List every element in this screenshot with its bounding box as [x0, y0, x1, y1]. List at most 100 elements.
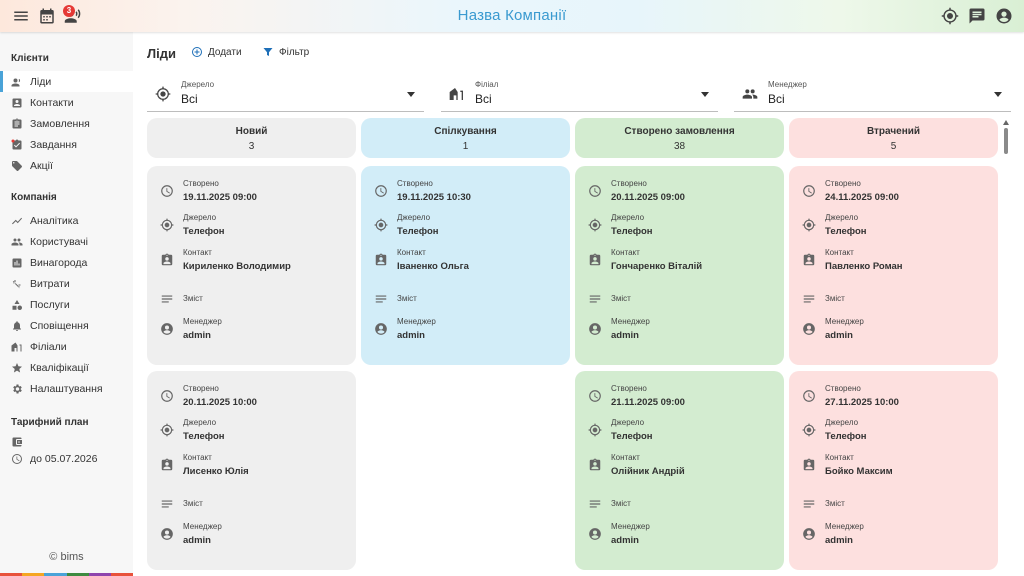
column-count: 5	[890, 141, 897, 152]
field-value: Телефон	[825, 431, 867, 442]
field-value: Телефон	[611, 226, 653, 237]
field-label: Джерело	[183, 213, 217, 222]
filter-button[interactable]: Фільтр	[262, 46, 309, 58]
filter-icon	[262, 46, 274, 58]
account-icon	[160, 527, 174, 541]
card-field-contact: Контакт Гончаренко Віталій	[588, 248, 778, 278]
field-label: Створено	[825, 179, 861, 188]
sidebar-item-contacts[interactable]: Контакти	[0, 92, 133, 113]
branches-icon	[11, 341, 23, 353]
filter-value: Всі	[181, 92, 198, 106]
column-name: Спілкування	[434, 126, 497, 137]
card-field-source: Джерело Телефон	[588, 418, 778, 448]
sidebar-item-users[interactable]: Користувачі	[0, 231, 133, 252]
field-label: Зміст	[825, 294, 845, 303]
field-label: Джерело	[397, 213, 431, 222]
field-label: Менеджер	[825, 522, 864, 531]
sidebar-item-orders[interactable]: Замовлення	[0, 113, 133, 134]
notes-lines-icon	[160, 292, 174, 306]
column-header: Створено замовлення 38	[575, 118, 784, 158]
analytics-icon	[11, 215, 23, 227]
card-field-source: Джерело Телефон	[588, 213, 778, 243]
field-value: admin	[611, 535, 639, 546]
target-icon	[802, 423, 816, 437]
field-value: Олійник Андрій	[611, 466, 685, 477]
sidebar-item-expenses[interactable]: Витрати	[0, 273, 133, 294]
lead-card[interactable]: Створено 19.11.2025 09:00 Джерело Телефон Ко…	[147, 166, 356, 365]
scrollbar-thumb[interactable]	[1004, 128, 1008, 154]
sidebar-item-label: Акції	[30, 159, 53, 172]
sidebar-item-notifications[interactable]: Сповіщення	[0, 315, 133, 336]
lead-card[interactable]: Створено 20.11.2025 09:00 Джерело Телефон Ко…	[575, 166, 784, 365]
field-value: admin	[397, 330, 425, 341]
field-label: Джерело	[825, 418, 859, 427]
sidebar-item-reward[interactable]: Винагорода	[0, 252, 133, 273]
lead-card[interactable]: Створено 20.11.2025 10:00 Джерело Телефон Ко…	[147, 371, 356, 570]
branch-filter-select[interactable]: Філіал Всі	[441, 74, 718, 112]
lead-card[interactable]: Створено 19.11.2025 10:30 Джерело Телефон Ко…	[361, 166, 570, 365]
column-name: Втрачений	[866, 126, 921, 137]
sidebar-item-label: Користувачі	[30, 235, 88, 248]
column-name: Створено замовлення	[624, 126, 735, 137]
field-value: Павленко Роман	[825, 261, 903, 272]
brand-color-bar	[0, 573, 134, 576]
field-label: Створено	[611, 384, 647, 393]
field-label: Джерело	[611, 418, 645, 427]
sidebar-item-settings[interactable]: Налаштування	[0, 378, 133, 399]
clock-icon	[802, 389, 816, 403]
account-icon	[802, 322, 816, 336]
color-bar-segment	[44, 573, 67, 576]
filter-value: Всі	[768, 92, 785, 106]
chat-icon[interactable]	[968, 7, 986, 25]
lead-card[interactable]: Створено 27.11.2025 10:00 Джерело Телефон Ко…	[789, 371, 998, 570]
plan-expiry-text: до 05.07.2026	[30, 453, 98, 465]
field-label: Менеджер	[397, 317, 436, 326]
target-icon	[374, 218, 388, 232]
lead-card[interactable]: Створено 24.11.2025 09:00 Джерело Телефон Ко…	[789, 166, 998, 365]
filter-label: Менеджер	[768, 80, 807, 89]
page-title: Ліди	[147, 46, 176, 61]
filter-value: Всі	[475, 92, 492, 106]
clock-icon	[802, 184, 816, 198]
services-icon	[11, 299, 23, 311]
company-section-title: Компанія	[11, 192, 57, 203]
column-count: 1	[462, 141, 469, 152]
field-value: Телефон	[183, 226, 225, 237]
leads-icon	[11, 76, 23, 88]
calendar-icon[interactable]	[38, 7, 56, 25]
sidebar-item-label: Ліди	[30, 75, 52, 88]
sidebar-item-branches[interactable]: Філіали	[0, 336, 133, 357]
column-header: Втрачений 5	[789, 118, 998, 158]
sidebar-item-qualifications[interactable]: Кваліфікації	[0, 357, 133, 378]
board-scrollbar[interactable]	[1002, 118, 1010, 576]
account-icon	[160, 322, 174, 336]
card-field-content: Зміст	[374, 287, 564, 317]
sidebar-item-tasks[interactable]: Завдання	[0, 134, 133, 155]
card-field-manager: Менеджер admin	[802, 522, 992, 552]
account-icon	[802, 527, 816, 541]
menu-icon[interactable]	[12, 7, 30, 25]
plan-wallet	[11, 436, 30, 448]
sidebar-item-leads[interactable]: Ліди	[0, 71, 133, 92]
notes-lines-icon	[588, 292, 602, 306]
contacts-icon	[11, 97, 23, 109]
sidebar-item-promotions[interactable]: Акції	[0, 155, 133, 176]
lead-card[interactable]: Створено 21.11.2025 09:00 Джерело Телефон Ко…	[575, 371, 784, 570]
sidebar-item-services[interactable]: Послуги	[0, 294, 133, 315]
field-label: Створено	[611, 179, 647, 188]
clock-icon	[11, 453, 23, 465]
column-count: 3	[248, 141, 255, 152]
add-lead-button[interactable]: Додати	[191, 46, 242, 58]
field-value: admin	[825, 330, 853, 341]
field-value: Телефон	[825, 226, 867, 237]
sidebar-item-analytics[interactable]: Аналітика	[0, 210, 133, 231]
manager-filter-select[interactable]: Менеджер Всі	[734, 74, 1011, 112]
field-label: Контакт	[825, 248, 854, 257]
scroll-up-arrow-icon[interactable]	[1003, 120, 1009, 125]
card-field-created: Створено 24.11.2025 09:00	[802, 179, 992, 209]
account-icon[interactable]	[995, 7, 1013, 25]
source-filter-select[interactable]: Джерело Всі	[147, 74, 424, 112]
card-field-content: Зміст	[160, 492, 350, 522]
column-name: Новий	[235, 126, 268, 137]
location-icon[interactable]	[941, 7, 959, 25]
